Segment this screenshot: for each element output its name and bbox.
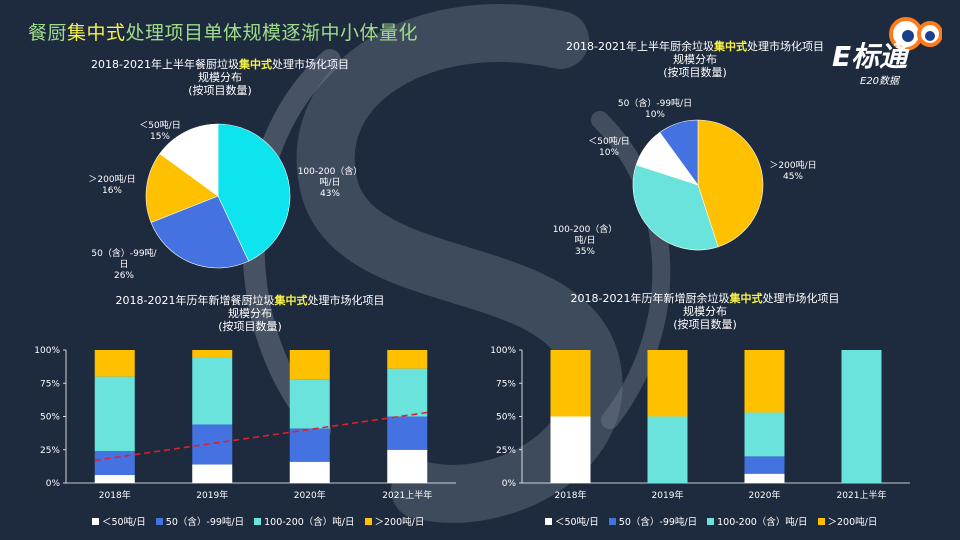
legend-swatch bbox=[254, 517, 262, 525]
bar1-bar-gt200 bbox=[289, 350, 330, 380]
pie1-label-gt200: ＞200吨/日 16% bbox=[88, 173, 135, 196]
bar2-bar-lt50 bbox=[550, 416, 591, 483]
pie2-slice-s100_200 bbox=[632, 164, 719, 251]
legend-swatch bbox=[545, 517, 552, 525]
bar2-bar-gt200 bbox=[744, 350, 785, 413]
bar1-xtick: 2021上半年 bbox=[382, 489, 432, 501]
legend-swatch bbox=[817, 517, 825, 525]
legend-item-lt50: ＜50吨/日 bbox=[92, 514, 146, 528]
pie1-chart: 100-200（含）吨/日 43% 50（含）-99吨/日 26% ＞200吨/日 16%… bbox=[88, 119, 363, 281]
pie2-slice-gt200 bbox=[697, 119, 764, 248]
bar2-xtick: 2020年 bbox=[749, 489, 781, 501]
bar1-legend: ＜50吨/日 50（含）-99吨/日 100-200（含）吨/日 ＞200吨/日 bbox=[92, 514, 424, 528]
pie2-label-gt200: ＞200吨/日 45% bbox=[769, 159, 816, 182]
bar2-bar-s100_200 bbox=[647, 416, 688, 483]
pie1-slice-lt50 bbox=[159, 123, 219, 197]
legend-swatch bbox=[608, 517, 616, 525]
bar1-ytick: 25% bbox=[40, 446, 60, 456]
legend-item-s50_99: 50（含）-99吨/日 bbox=[608, 514, 698, 528]
bar1-bar-s50_99 bbox=[192, 424, 233, 465]
bar1-xtick: 2018年 bbox=[99, 489, 131, 501]
legend-label: 50（含）-99吨/日 bbox=[618, 517, 698, 528]
legend-item-lt50: ＜50吨/日 bbox=[545, 514, 599, 528]
page-title: 餐厨集中式处理项目单体规模逐渐中小体量化 bbox=[28, 22, 419, 44]
bar2-bar-lt50 bbox=[744, 473, 785, 483]
pie1-slice-gt200 bbox=[145, 153, 219, 223]
bar1-bar-s100_200 bbox=[94, 376, 135, 452]
legend-label: ＜50吨/日 bbox=[555, 517, 599, 528]
legend-swatch bbox=[92, 517, 99, 525]
pie1-label-s50_99: 50（含）-99吨/日 26% bbox=[91, 247, 157, 281]
legend-item-s100_200: 100-200（含）吨/日 bbox=[254, 514, 355, 528]
bar2-bar-gt200 bbox=[647, 350, 688, 417]
pie1-slice-s50_99 bbox=[150, 195, 250, 269]
bar1-chart: 0% 25% 50% 75% 100% 2018年 2019年 2020年 2021上半年 bbox=[34, 346, 456, 501]
bar2-ytick: 100% bbox=[490, 346, 516, 356]
legend-swatch bbox=[155, 517, 163, 525]
bar1-bar-s100_200 bbox=[192, 357, 233, 425]
bar1-ytick: 75% bbox=[40, 379, 60, 389]
bar1-ytick: 100% bbox=[34, 346, 60, 356]
bar2-legend: ＜50吨/日 50（含）-99吨/日 100-200（含）吨/日 ＞200吨/日 bbox=[545, 514, 877, 528]
bar2-ytick: 50% bbox=[496, 413, 516, 423]
pie2-label-lt50: ＜50吨/日 10% bbox=[588, 135, 630, 158]
bar2-xtick: 2021上半年 bbox=[837, 489, 887, 501]
legend-item-s100_200: 100-200（含）吨/日 bbox=[707, 514, 808, 528]
legend-item-gt200: ＞200吨/日 bbox=[817, 514, 878, 528]
pie2-label-s100_200: 100-200（含）吨/日 35% bbox=[553, 223, 618, 257]
bar2-title: 2018-2021年历年新增厨余垃圾集中式处理市场化项目 规模分布 (按项目数量… bbox=[570, 292, 840, 331]
e20-logo: E标通 E20数据 bbox=[832, 17, 942, 87]
legend-item-s50_99: 50（含）-99吨/日 bbox=[155, 514, 245, 528]
bar1-bar-s100_200 bbox=[387, 368, 428, 417]
bar1-bar-lt50 bbox=[94, 475, 135, 483]
legend-swatch bbox=[707, 517, 715, 525]
legend-label: 50（含）-99吨/日 bbox=[165, 517, 245, 528]
pie2-chart: ＞200吨/日 45% 100-200（含）吨/日 35% ＜50吨/日 10% 50（含）… bbox=[553, 97, 817, 257]
bar1-bar-s50_99 bbox=[387, 416, 428, 450]
pie2-title: 2018-2021年上半年厨余垃圾集中式处理市场化项目 规模分布 (按项目数量) bbox=[566, 40, 824, 79]
pie1-label-lt50: ＜50吨/日 15% bbox=[139, 119, 181, 142]
legend-label: ＞200吨/日 bbox=[827, 517, 878, 528]
bar2-bar-s50_99 bbox=[744, 456, 785, 474]
bar1-bar-s50_99 bbox=[289, 428, 330, 462]
bar2-bar-s100_200 bbox=[841, 350, 882, 483]
pie1-slice-s100_200 bbox=[217, 123, 291, 262]
svg-text:E标通: E标通 bbox=[832, 40, 911, 73]
bar2-bar-s100_200 bbox=[744, 412, 785, 457]
bar2-ytick: 75% bbox=[496, 379, 516, 389]
legend-label: ＞200吨/日 bbox=[374, 517, 425, 528]
pie2-label-s50_99: 50（含）-99吨/日 10% bbox=[618, 97, 692, 120]
bar1-bar-lt50 bbox=[192, 464, 233, 483]
bar1-trend-line bbox=[94, 411, 428, 462]
bar1-bar-gt200 bbox=[94, 350, 135, 377]
legend-label: 100-200（含）吨/日 bbox=[717, 517, 808, 528]
bar1-bar-lt50 bbox=[387, 449, 428, 483]
bar2-xtick: 2019年 bbox=[652, 489, 684, 501]
bar2-ytick: 25% bbox=[496, 446, 516, 456]
bar1-bar-s50_99 bbox=[94, 451, 135, 476]
bar2-bar-gt200 bbox=[550, 350, 591, 417]
pie2-slice-s50_99 bbox=[659, 119, 699, 186]
legend-swatch bbox=[364, 517, 372, 525]
bar1-bar-gt200 bbox=[387, 350, 428, 369]
bar1-ytick: 50% bbox=[40, 413, 60, 423]
bar1-bar-gt200 bbox=[192, 350, 233, 358]
bar2-xtick: 2018年 bbox=[555, 489, 587, 501]
bar1-bar-lt50 bbox=[289, 461, 330, 483]
bar1-bar-s100_200 bbox=[289, 379, 330, 429]
legend-label: ＜50吨/日 bbox=[102, 517, 146, 528]
bar1-ytick: 0% bbox=[46, 479, 61, 489]
bar1-xtick: 2020年 bbox=[294, 489, 326, 501]
svg-text:E20数据: E20数据 bbox=[860, 75, 901, 87]
bar1-xtick: 2019年 bbox=[196, 489, 228, 501]
bar2-ytick: 0% bbox=[502, 479, 517, 489]
pie1-label-s100_200: 100-200（含）吨/日 43% bbox=[298, 165, 363, 199]
bar2-chart: 0% 25% 50% 75% 100% 2018年 2019年 2020年 2021上半年 bbox=[490, 346, 910, 501]
pie1-title: 2018-2021年上半年餐厨垃圾集中式处理市场化项目 规模分布 (按项目数量) bbox=[91, 58, 349, 97]
legend-label: 100-200（含）吨/日 bbox=[264, 517, 355, 528]
legend-item-gt200: ＞200吨/日 bbox=[364, 514, 425, 528]
bar1-title: 2018-2021年历年新增餐厨垃圾集中式处理市场化项目 规模分布 (按项目数量… bbox=[115, 294, 385, 333]
